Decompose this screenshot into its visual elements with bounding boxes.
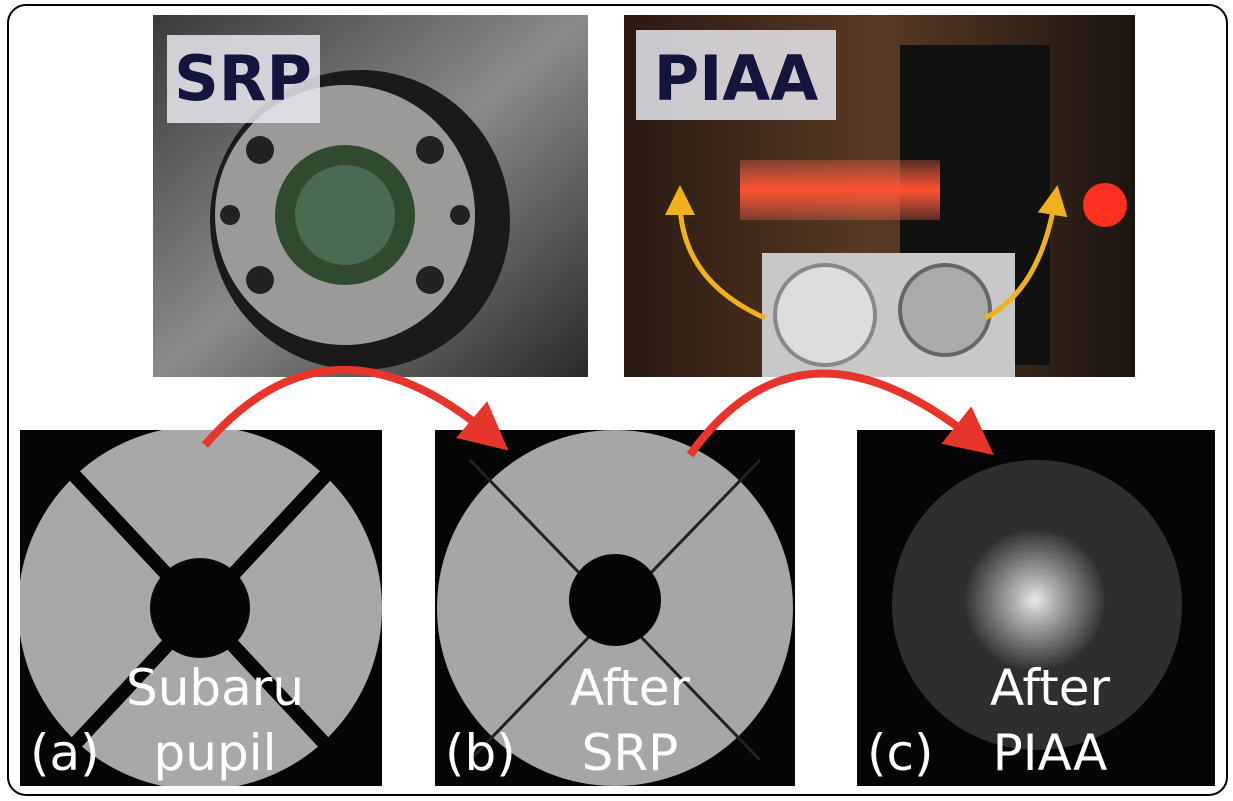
panel-b: (b) After SRP (435, 430, 795, 786)
panel-a: (a) Subaru pupil (18, 426, 382, 790)
srp-photo: SRP (153, 15, 588, 377)
figure: SRP PIAA (a) Subaru pupil (0, 0, 1233, 801)
panel-c: (c) After PIAA (857, 430, 1215, 786)
panel-label: SRP (582, 724, 679, 782)
panel-tag: (a) (30, 724, 100, 782)
panel-title: SRP (174, 42, 312, 115)
panel-label: After (990, 659, 1111, 717)
panel-tag: (c) (867, 724, 934, 782)
panel-tag: (b) (445, 724, 516, 782)
panel-title: PIAA (654, 42, 818, 115)
panel-label: PIAA (993, 724, 1108, 782)
panel-label: pupil (154, 724, 277, 782)
panel-label: Subaru (126, 659, 304, 717)
piaa-photo: PIAA (624, 15, 1135, 377)
panel-label: After (570, 659, 691, 717)
